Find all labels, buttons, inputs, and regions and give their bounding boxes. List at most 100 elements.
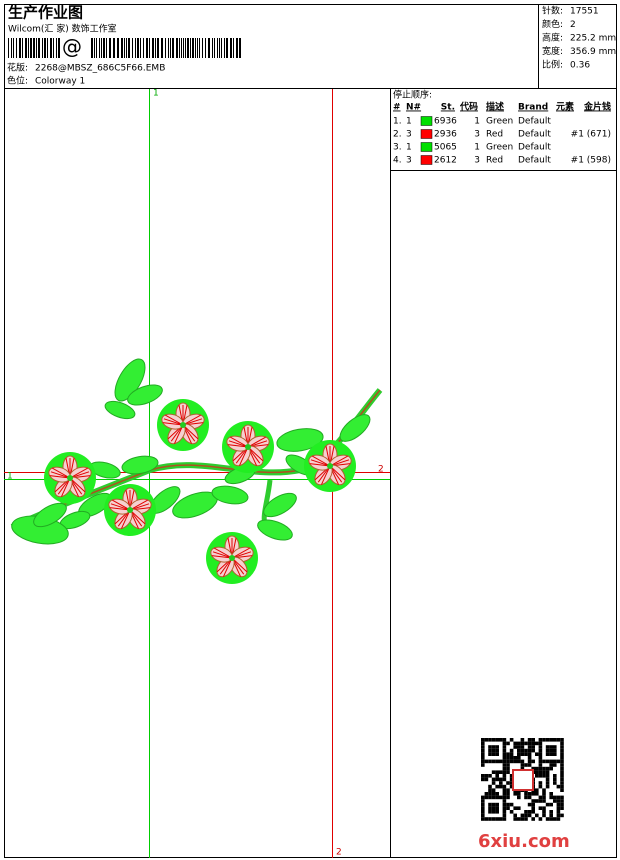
title: 生产作业图 — [8, 4, 83, 22]
qr-cell — [495, 806, 499, 810]
guide-label: 1 — [153, 89, 159, 99]
qr-cell — [491, 792, 496, 796]
flower — [304, 440, 356, 492]
qr-cell — [549, 752, 553, 756]
qr-cell — [553, 795, 557, 800]
qr-cell — [538, 795, 543, 800]
qr-cell — [509, 759, 514, 764]
row-st: 3 — [474, 156, 480, 166]
qr-cell — [491, 802, 496, 807]
qr-cell — [560, 795, 564, 800]
row-needle: 3 — [406, 130, 412, 140]
color-swatch — [420, 142, 433, 152]
qr-cell — [484, 777, 489, 782]
qr-cell — [527, 795, 532, 800]
qr-cell — [538, 752, 543, 756]
qr-cell — [499, 781, 503, 785]
qr-cell — [491, 777, 496, 782]
bar — [168, 38, 169, 58]
petal-stitch — [223, 557, 233, 577]
qr-cell — [520, 817, 525, 821]
qr-cell — [488, 802, 492, 807]
bar — [11, 38, 12, 58]
qr-cell — [531, 738, 535, 742]
qr-cell — [506, 763, 510, 767]
qr-cell — [560, 763, 564, 767]
row-index: 2. — [393, 130, 402, 140]
bar — [38, 38, 40, 58]
petal-stitch — [247, 436, 267, 448]
barcode — [8, 38, 241, 58]
qr-cell — [491, 752, 496, 756]
qr-cell — [553, 777, 557, 782]
qr-cell — [545, 817, 550, 821]
qr-cell — [502, 810, 507, 814]
bar — [36, 38, 37, 58]
colorway: Colorway 1 — [35, 77, 85, 87]
qr-cell — [491, 788, 496, 792]
qr-cell — [549, 792, 553, 796]
row-index: 1. — [393, 117, 402, 127]
qr-cell — [484, 759, 489, 764]
qr-cell — [545, 777, 550, 782]
qr-cell — [517, 806, 521, 810]
qr-cell — [531, 802, 535, 807]
bar — [170, 38, 171, 58]
qr-cell — [517, 745, 521, 749]
guide-label: 2 — [336, 848, 342, 858]
guide-label: 1 — [7, 472, 13, 482]
qr-cell — [538, 745, 543, 749]
qr-cell — [491, 817, 496, 821]
qr-cell — [545, 781, 550, 785]
qr-cell — [509, 752, 514, 756]
bar — [140, 38, 141, 58]
qr-cell — [556, 738, 561, 742]
qr-cell — [538, 756, 543, 760]
qr-cell — [488, 748, 492, 753]
bar — [226, 38, 228, 58]
bar — [199, 38, 200, 58]
qr-cell — [506, 802, 510, 807]
flower-center — [327, 463, 333, 469]
bar — [219, 38, 220, 58]
qr-cell — [509, 738, 514, 742]
qr-cell — [513, 745, 517, 749]
qr-cell — [502, 763, 507, 767]
petal-stitch — [61, 477, 71, 497]
column-header: 代码 — [459, 101, 478, 113]
stat-label: 比例: — [542, 59, 563, 71]
qr-cell — [495, 784, 499, 789]
qr-cell — [499, 777, 503, 782]
qr-cell — [549, 802, 553, 807]
qr-cell — [527, 741, 532, 746]
qr-cell — [545, 774, 550, 778]
row-index: 3. — [393, 143, 402, 153]
qr-cell — [560, 748, 564, 753]
qr-cell — [524, 817, 528, 821]
qr-cell — [499, 738, 503, 742]
qr-cell — [488, 810, 492, 814]
flower — [157, 399, 209, 451]
qr-cell — [488, 738, 492, 742]
bar — [187, 38, 189, 58]
qr-cell — [542, 738, 546, 742]
qr-cell — [502, 784, 507, 789]
qr-cell — [549, 795, 553, 800]
bar — [208, 38, 210, 58]
qr-cell — [556, 813, 561, 818]
leaf — [276, 428, 324, 452]
bar — [217, 38, 218, 58]
qr-cell — [531, 810, 535, 814]
row-st: 3 — [474, 130, 480, 140]
bar — [103, 38, 105, 58]
row-needle: 1 — [406, 117, 412, 127]
qr-cell — [481, 763, 485, 767]
qr-cell — [553, 745, 557, 749]
bar — [185, 38, 186, 58]
qr-cell — [527, 792, 532, 796]
qr-cell — [531, 748, 535, 753]
petal-stitch — [174, 424, 184, 444]
barcode-symbol: @ — [62, 35, 82, 59]
